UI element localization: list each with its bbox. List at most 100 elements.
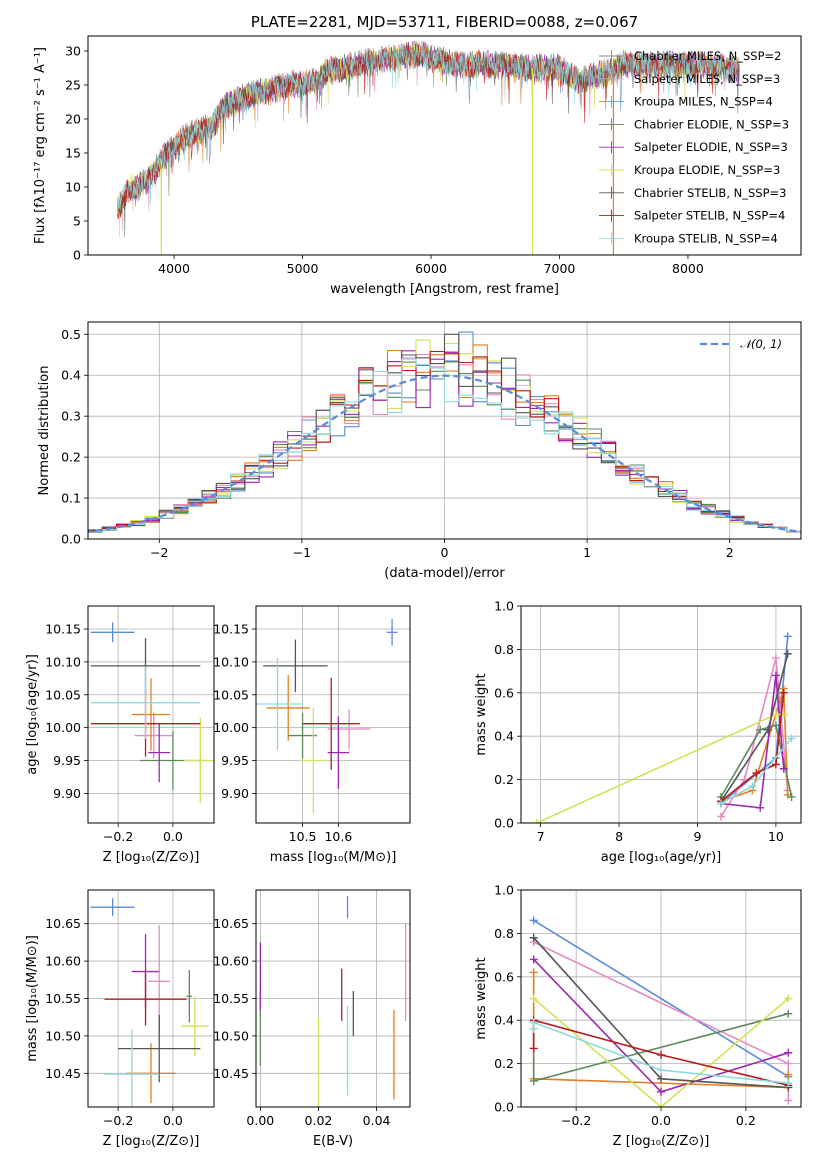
grid-mass_vs_EBV <box>256 890 410 1107</box>
legend-label: Kroupa MILES, N_SSP=4 <box>634 95 773 109</box>
y-tick-label: 9.95 <box>221 753 249 768</box>
data-point-marker <box>771 760 780 769</box>
y-tick-label: 10.10 <box>213 654 249 669</box>
y-axis-label: Flux [fλ10⁻¹⁷ erg cm⁻² s⁻¹ A⁻¹] <box>33 47 48 244</box>
grid-massweight_vs_age <box>521 605 801 824</box>
data-point-marker <box>779 764 788 773</box>
x-tick-label: 10 <box>768 829 784 844</box>
x-tick-label: 0.02 <box>305 1113 333 1128</box>
data-point-marker <box>529 994 538 1003</box>
panel-massweight_vs_age: 7 8 9 10 0.0 0.2 0.4 0.6 0.8 1.0 age [log₁₀(age/yr… <box>474 599 802 865</box>
y-tick-label: 1.0 <box>494 883 514 898</box>
y-tick-label: 10.65 <box>45 916 81 931</box>
x-tick-label: 10.6 <box>324 829 352 844</box>
y-tick-label: 0.4 <box>494 729 514 744</box>
data-point-marker <box>756 725 765 734</box>
x-axis-label: E(B-V) <box>313 1134 353 1149</box>
x-tick-label: −0.2 <box>561 1113 591 1128</box>
plot-area-massweight_vs_Z <box>529 916 793 1107</box>
panel-mass_vs_Z: −0.2 0.0 10.45 10.50 10.55 10.60 10.65 Z [log₁₀… <box>25 889 215 1149</box>
data-point-marker <box>657 1066 665 1075</box>
data-point-marker <box>756 803 765 812</box>
y-tick-label: 20 <box>65 111 81 126</box>
y-tick-label: 0.6 <box>494 685 514 700</box>
legend-label: Salpeter STELIB, N_SSP=4 <box>634 209 785 223</box>
y-tick-label: 0.4 <box>494 1013 514 1028</box>
y-tick-label: 10.55 <box>213 991 249 1006</box>
spectrum-line <box>117 42 740 219</box>
y-tick-label: 0.2 <box>494 1056 514 1071</box>
mass-weight-line <box>532 1019 789 1087</box>
panel-spectrum: 4000 5000 6000 7000 8000 0 5 10 15 20 25 30 waveleng… <box>33 13 802 297</box>
x-axis-label: Z [log₁₀(Z/Z⊙)] <box>103 850 200 865</box>
data-point-marker <box>779 688 788 697</box>
y-tick-label: 10.65 <box>213 916 249 931</box>
axes-frame <box>255 889 411 1108</box>
data-point-marker <box>784 1048 793 1057</box>
x-tick-label: 1 <box>583 545 591 560</box>
plot-area-spectrum <box>117 40 740 255</box>
y-tick-label: 0.3 <box>61 409 81 424</box>
x-tick-label: 0.2 <box>736 1113 756 1128</box>
y-tick-label: 0.8 <box>494 642 514 657</box>
mass-weight-line <box>533 919 789 1078</box>
y-tick-label: 0.8 <box>494 926 514 941</box>
x-tick-label: 0.04 <box>363 1113 391 1128</box>
x-tick-label: 2 <box>726 545 734 560</box>
x-axis-label: (data-model)/error <box>384 566 505 581</box>
data-point-marker <box>529 933 538 942</box>
data-point-marker <box>784 1079 793 1088</box>
y-axis-label: Normed distribution <box>37 366 52 496</box>
x-tick-label: 7 <box>537 829 545 844</box>
data-point-marker <box>748 782 757 791</box>
y-tick-label: 0.0 <box>494 816 514 831</box>
x-tick-label: −0.2 <box>103 829 133 844</box>
residual-histogram <box>88 358 801 535</box>
panel-age_vs_mass: 10.5 10.6 9.90 9.95 10.00 10.05 10.10 10.15 mass… <box>213 605 411 865</box>
y-tick-label: 30 <box>65 43 81 58</box>
x-tick-label: 6000 <box>415 261 447 276</box>
plot-area-mass_vs_Z <box>90 898 209 1107</box>
y-tick-label: 10 <box>65 179 81 194</box>
x-tick-label: 7000 <box>544 261 576 276</box>
data-point-marker <box>657 1074 665 1083</box>
axes-frame <box>87 35 802 256</box>
y-tick-label: 10.50 <box>213 1028 249 1043</box>
axes-frame <box>520 605 802 824</box>
data-point-marker <box>787 792 796 801</box>
x-tick-label: 0.0 <box>651 1113 671 1128</box>
data-point-marker <box>529 968 538 977</box>
x-axis-label: Z [log₁₀(Z/Z⊙)] <box>613 1134 710 1149</box>
panel-residuals: −2 −1 0 1 2 0.0 0.1 0.2 0.3 0.4 0.5 (data-model)/er… <box>37 321 802 581</box>
y-tick-label: 10.55 <box>45 991 81 1006</box>
x-tick-label: 4000 <box>158 261 190 276</box>
data-point-marker <box>717 812 725 821</box>
data-point-marker <box>529 1076 538 1085</box>
legend-label: Salpeter MILES, N_SSP=3 <box>634 72 780 86</box>
data-point-marker <box>529 955 538 964</box>
x-tick-label: 0.0 <box>163 829 183 844</box>
y-tick-label: 10.00 <box>213 720 249 735</box>
panel-age_vs_Z: −0.2 0.0 9.90 9.95 10.00 10.05 10.10 10.15 Z [lo… <box>25 605 215 865</box>
x-tick-label: −1 <box>293 545 311 560</box>
data-point-marker <box>529 916 538 925</box>
chart-title: PLATE=2281, MJD=53711, FIBERID=0088, z=0… <box>251 13 638 31</box>
data-point-marker <box>717 799 725 808</box>
x-tick-label: 8000 <box>672 261 704 276</box>
y-tick-label: 10.60 <box>45 954 81 969</box>
axes-frame <box>520 889 802 1108</box>
plot-area-age_vs_Z <box>90 622 214 804</box>
x-tick-label: 10.5 <box>289 829 317 844</box>
x-axis-label: Z [log₁₀(Z/Z⊙)] <box>103 1134 200 1149</box>
data-point-marker <box>764 725 773 734</box>
x-tick-label: 9 <box>693 829 701 844</box>
legend-label: Chabrier STELIB, N_SSP=3 <box>634 186 786 200</box>
data-point-marker <box>529 1018 538 1027</box>
data-point-marker <box>784 1009 793 1018</box>
axes-frame <box>87 605 215 824</box>
y-tick-label: 0.6 <box>494 969 514 984</box>
y-tick-label: 1.0 <box>494 599 514 614</box>
spectrum-line <box>117 41 740 216</box>
grid-age_vs_mass <box>256 606 410 823</box>
plot-area-mass_vs_EBV <box>259 895 407 1107</box>
